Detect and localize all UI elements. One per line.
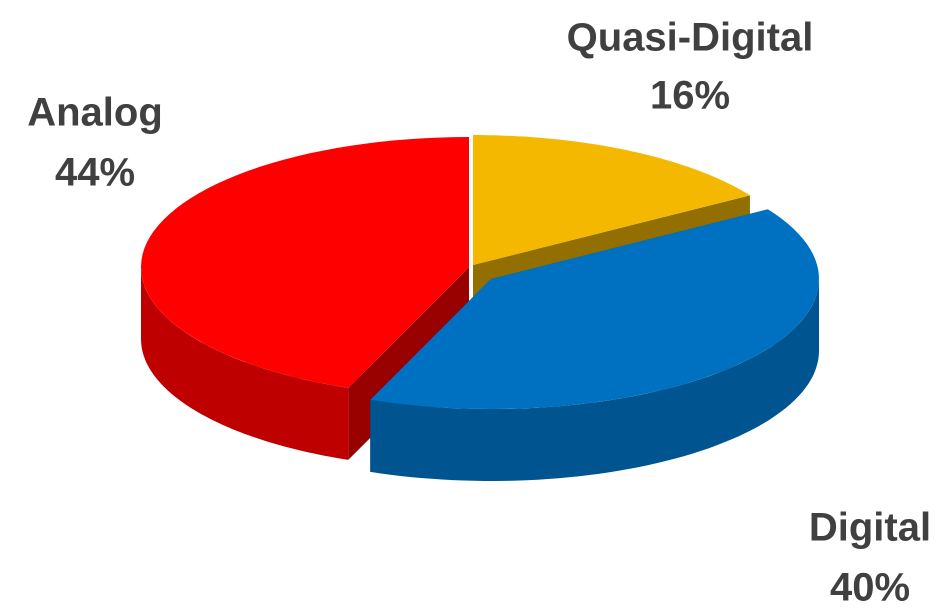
slice-label: Analog (27, 91, 163, 135)
slice (370, 209, 819, 481)
slice-label: Quasi-Digital (567, 16, 814, 60)
slice-value-label: 16% (650, 74, 730, 118)
slice-top (370, 209, 819, 409)
slice-label: Digital (809, 506, 931, 550)
slice-top (141, 137, 469, 388)
slice-value-label: 44% (55, 151, 135, 195)
slice-value-label: 40% (830, 566, 910, 610)
slice-wall (141, 267, 349, 460)
slice-wall (370, 279, 819, 481)
slice-top (473, 135, 750, 265)
